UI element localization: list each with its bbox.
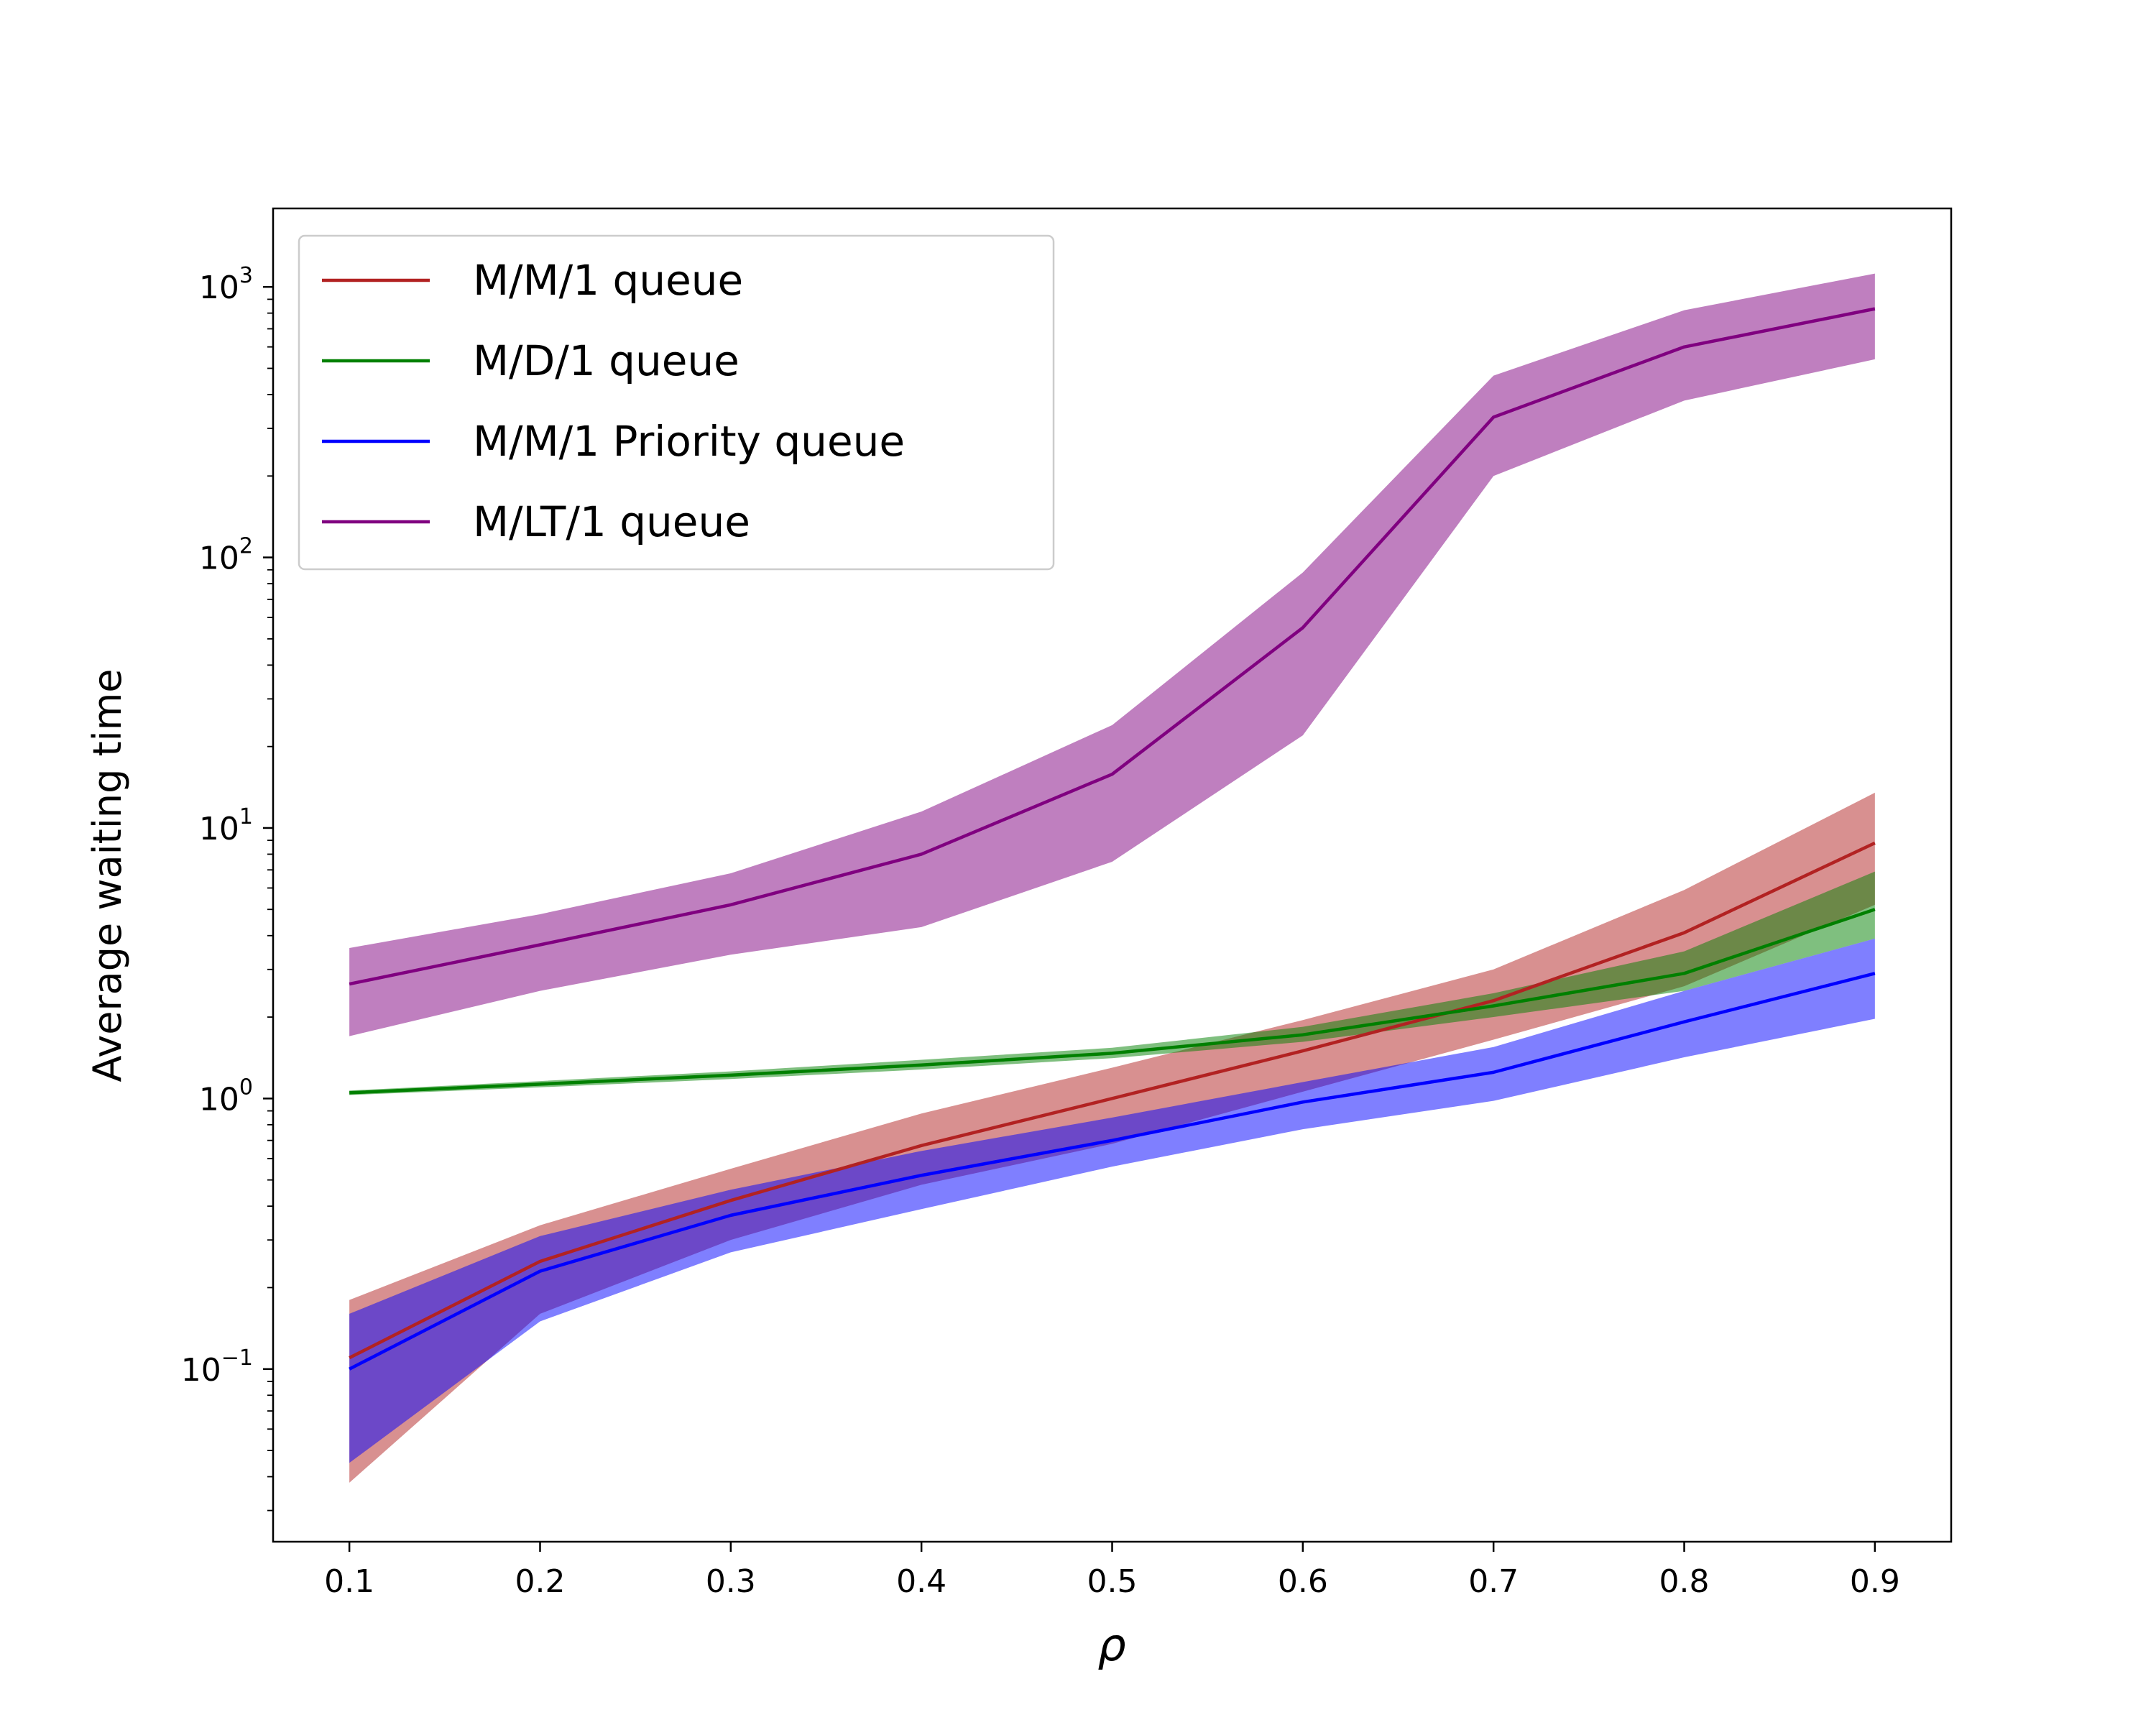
x-tick-label: 0.3 bbox=[706, 1563, 756, 1600]
x-axis-label: ρ bbox=[1097, 1619, 1125, 1671]
x-tick-label: 0.6 bbox=[1278, 1563, 1328, 1600]
x-tick-label: 0.1 bbox=[324, 1563, 374, 1600]
x-tick-label: 0.5 bbox=[1087, 1563, 1138, 1600]
x-tick-label: 0.2 bbox=[515, 1563, 565, 1600]
line-series-2 bbox=[349, 972, 1876, 1371]
y-tick-label: 10−1 bbox=[181, 1346, 253, 1389]
legend-label: M/M/1 Priority queue bbox=[473, 417, 905, 466]
legend-label: M/M/1 queue bbox=[473, 256, 743, 305]
line-series-1 bbox=[349, 908, 1876, 1095]
band-series-2 bbox=[349, 938, 1875, 1463]
line-series-3 bbox=[349, 307, 1876, 986]
legend: M/M/1 queue M/D/1 queue M/M/1 Priority que… bbox=[298, 234, 1055, 571]
legend-label: M/LT/1 queue bbox=[473, 497, 750, 546]
y-tick-label: 103 bbox=[199, 263, 253, 306]
x-tick-label: 0.7 bbox=[1468, 1563, 1519, 1600]
x-tick-label: 0.4 bbox=[896, 1563, 946, 1600]
band-series-1 bbox=[349, 871, 1875, 1095]
y-tick-label: 101 bbox=[199, 804, 253, 847]
x-axis-ticks: 0.1 0.2 0.3 0.4 0.5 0.6 0.7 0.8 0.9 bbox=[324, 1542, 1900, 1600]
y-tick-label: 102 bbox=[199, 534, 253, 577]
legend-frame bbox=[298, 234, 1055, 571]
x-tick-label: 0.8 bbox=[1659, 1563, 1710, 1600]
line-series-0 bbox=[349, 841, 1876, 1360]
band-series-3 bbox=[349, 273, 1875, 1036]
x-tick-label: 0.9 bbox=[1850, 1563, 1900, 1600]
y-tick-label: 100 bbox=[199, 1075, 253, 1118]
series-lines bbox=[349, 307, 1876, 1371]
y-axis-label: Average waiting time bbox=[85, 668, 130, 1082]
y-axis-ticks: 10−1 100 101 102 103 bbox=[181, 263, 273, 1512]
legend-label: M/D/1 queue bbox=[473, 336, 740, 385]
confidence-bands bbox=[349, 273, 1875, 1483]
